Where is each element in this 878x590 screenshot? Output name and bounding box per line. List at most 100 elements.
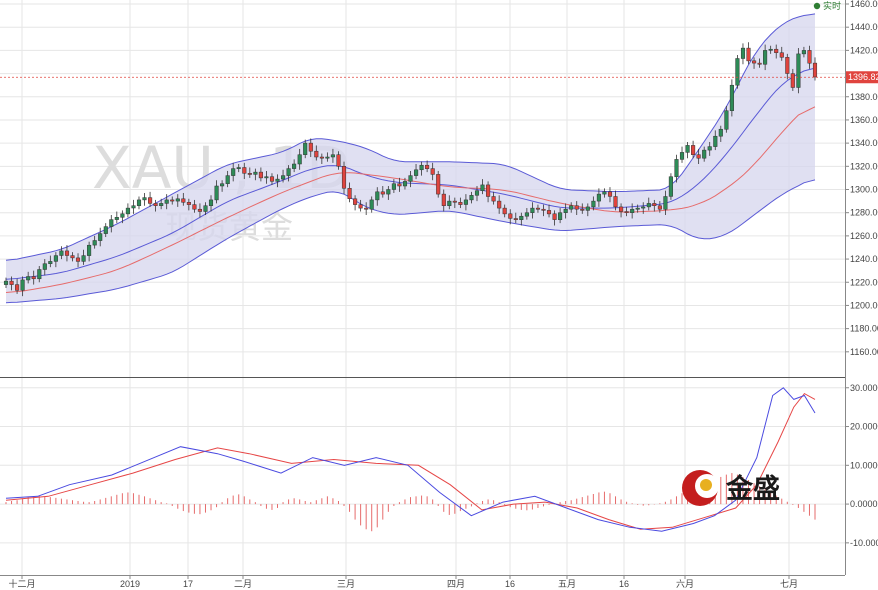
candle-body: [59, 250, 64, 256]
candle-body: [746, 47, 751, 62]
candle-body: [646, 203, 651, 208]
candle-body: [635, 207, 640, 210]
candle-body: [159, 203, 164, 206]
time-tick-label: 十二月: [8, 578, 35, 589]
candle-body: [569, 205, 574, 210]
price-tick-label: 1180.00: [850, 324, 878, 334]
price-axis: 1160.00 1180.00 1200.00 1220.00 1240.00 1260.…: [845, 0, 878, 575]
price-tick-label: 1300.00: [850, 185, 878, 195]
candle-body: [353, 198, 358, 205]
candle-body: [114, 217, 119, 220]
candle-body: [236, 167, 241, 169]
candle-body: [258, 171, 263, 179]
candle-body: [436, 174, 441, 195]
price-tick-label: 1340.00: [850, 138, 878, 148]
candle-body: [674, 159, 679, 178]
candle-body: [242, 167, 247, 174]
candle-body: [391, 183, 396, 190]
time-tick-label: 17: [183, 579, 193, 589]
time-tick-label: 16: [505, 579, 515, 589]
candle-body: [297, 154, 302, 165]
candle-body: [619, 206, 624, 212]
current-price-tag: [846, 71, 878, 84]
candle-body: [109, 219, 114, 227]
price-tick-label: 1320.00: [850, 161, 878, 171]
candle-body: [386, 189, 391, 195]
candle-body: [668, 176, 673, 197]
candle-body: [330, 154, 335, 158]
time-tick-label: 三月: [337, 579, 355, 589]
candle-body: [596, 193, 601, 202]
candle-body: [524, 212, 529, 217]
candle-body: [807, 50, 812, 64]
candle-body: [474, 190, 480, 196]
candle-body: [735, 58, 740, 86]
time-tick-label: 四月: [447, 579, 465, 589]
candle-body: [142, 197, 147, 201]
bollinger-upper: [5, 13, 816, 261]
candle-body: [602, 191, 607, 195]
candle-body: [430, 168, 435, 175]
candle-body: [469, 195, 474, 201]
candle-body: [75, 257, 81, 262]
candle-body: [796, 53, 801, 88]
candle-body: [480, 184, 485, 191]
price-tick-label: 1240.00: [850, 254, 878, 264]
candle-body: [785, 57, 790, 74]
candle-body: [380, 191, 385, 195]
candle-body: [15, 284, 20, 291]
brand-logo: 金盛: [682, 470, 780, 506]
candle-body: [314, 150, 319, 158]
candle-body: [64, 250, 70, 256]
candle-body: [87, 244, 92, 256]
candle-body: [131, 205, 136, 209]
candle-body: [319, 156, 324, 159]
candle-body: [408, 175, 413, 182]
candle-body: [740, 47, 746, 59]
candle-body: [303, 142, 308, 155]
candle-body: [336, 154, 341, 167]
time-tick-label: 七月: [780, 579, 798, 589]
candle-body: [580, 208, 585, 211]
candle-body: [541, 208, 546, 211]
candle-body: [696, 154, 701, 159]
candle-body: [535, 207, 541, 210]
candle-body: [53, 255, 58, 262]
time-tick-label: 六月: [676, 578, 694, 589]
macd-tick-label: 10.0000: [850, 460, 878, 470]
candle-body: [630, 208, 635, 213]
candle-body: [214, 185, 219, 201]
candle-body: [98, 233, 103, 241]
candle-body: [790, 73, 795, 88]
candle-body: [707, 146, 712, 151]
candle-body: [641, 206, 646, 209]
candle-body: [452, 200, 457, 203]
candle-body: [9, 280, 14, 285]
brand-name: 金盛: [725, 473, 780, 505]
candlesticks: [3, 42, 818, 297]
price-tick-label: 1360.00: [850, 115, 878, 125]
candle-body: [718, 128, 723, 137]
candle-body: [729, 84, 734, 111]
candle-body: [447, 200, 452, 206]
candle-body: [425, 164, 430, 169]
candle-body: [497, 200, 502, 209]
candle-body: [31, 276, 36, 280]
candle-body: [369, 199, 374, 210]
candle-body: [48, 261, 53, 264]
candle-body: [192, 204, 197, 210]
candle-body: [624, 211, 629, 213]
candle-body: [42, 263, 47, 270]
candle-body: [752, 60, 757, 64]
candle-body: [763, 50, 768, 65]
bollinger-lower: [5, 179, 816, 304]
candle-body: [414, 169, 419, 176]
candle-body: [757, 62, 762, 65]
candle-body: [81, 255, 86, 262]
candle-body: [220, 183, 225, 187]
candle-body: [181, 198, 186, 203]
candle-body: [292, 163, 297, 169]
candle-body: [325, 156, 330, 159]
candle-body: [92, 240, 97, 246]
